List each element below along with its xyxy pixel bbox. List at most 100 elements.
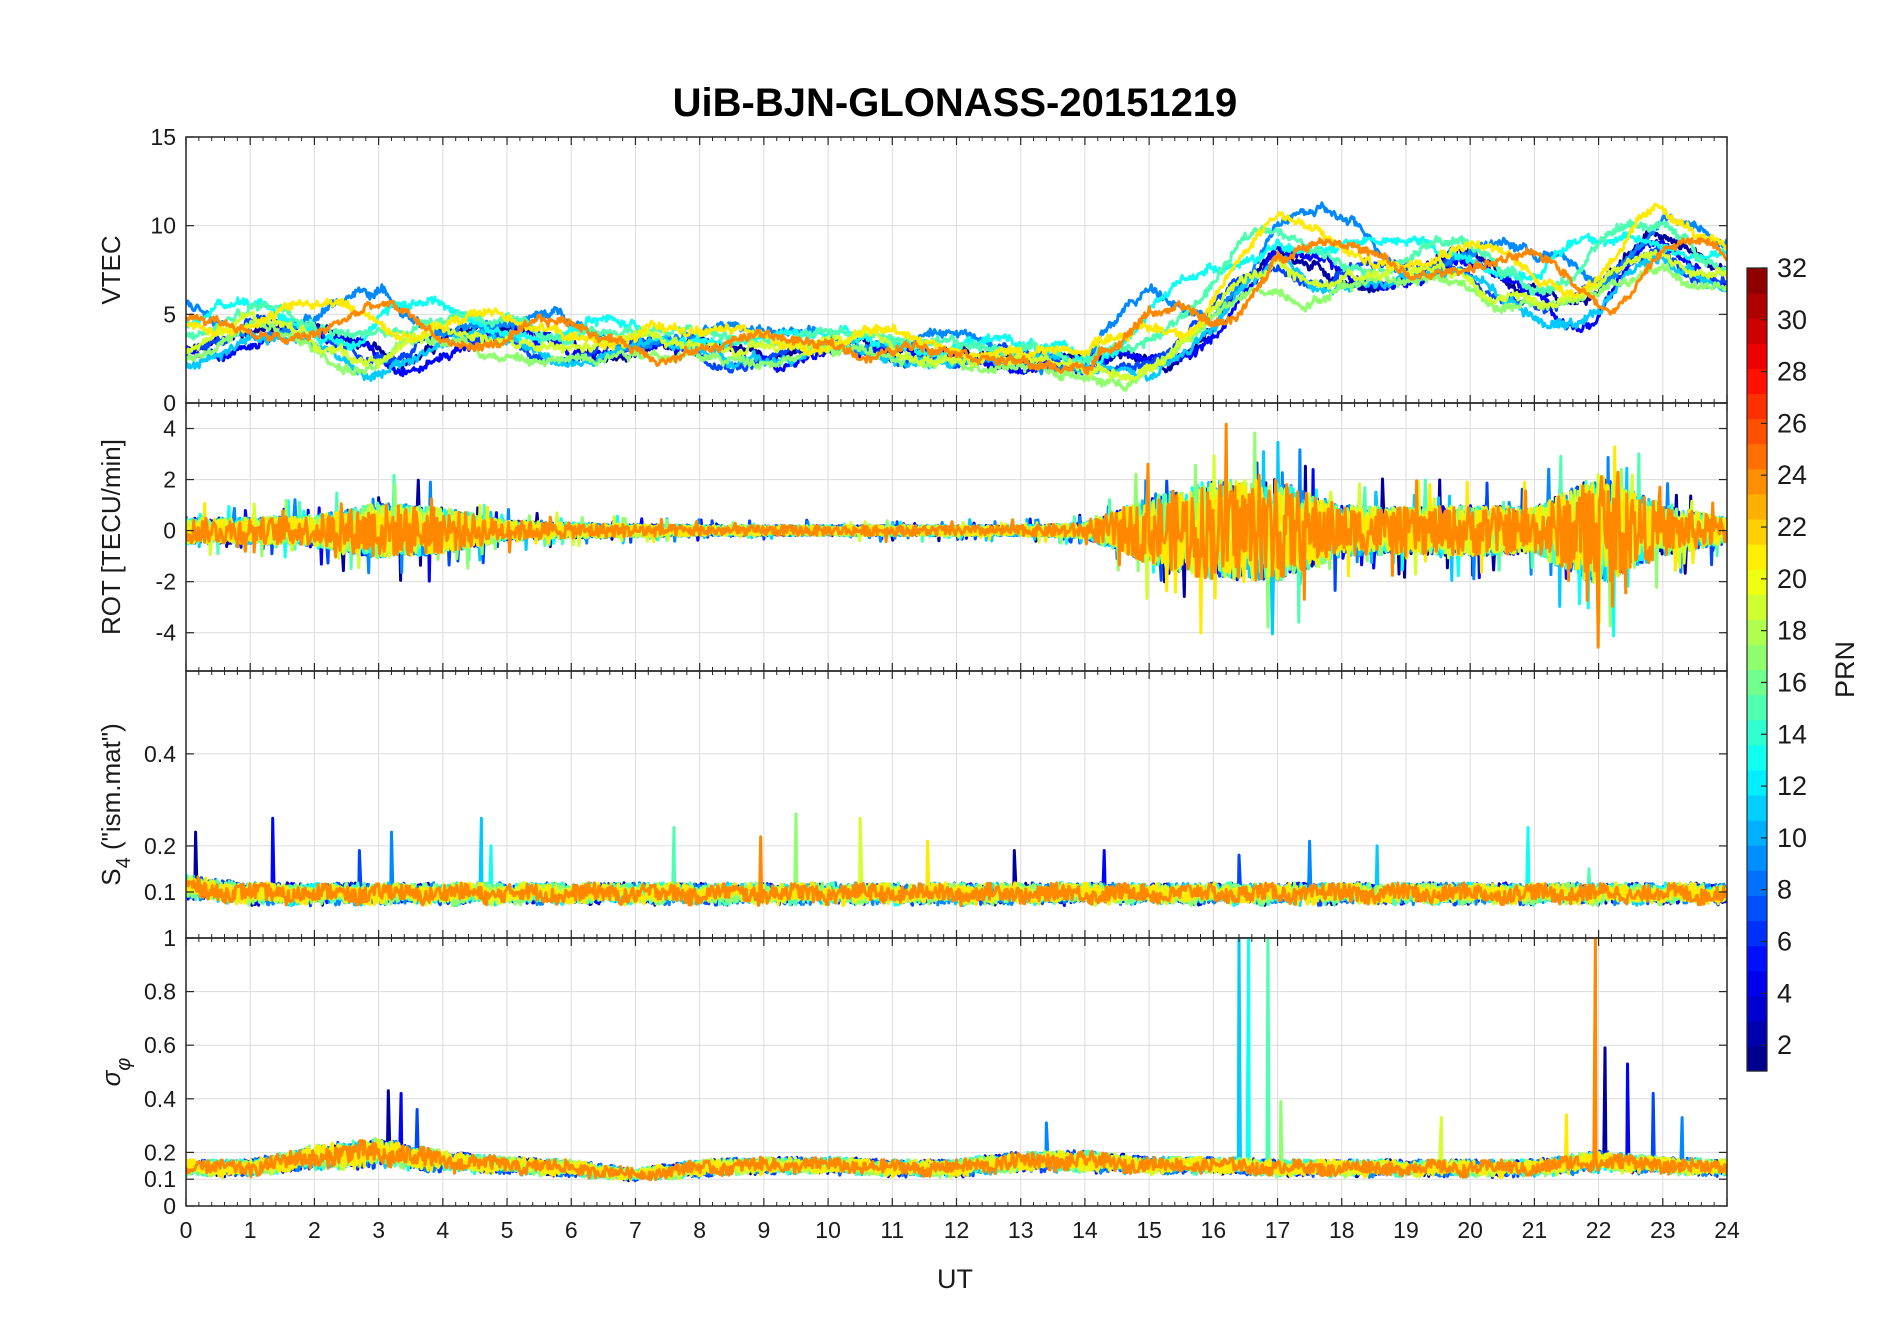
- colorbar-segment: [1747, 945, 1767, 972]
- y-tick-label: 15: [150, 124, 176, 150]
- colorbar-tick-label: 12: [1777, 771, 1807, 801]
- x-tick-label: 10: [815, 1217, 841, 1243]
- y-tick-label: -2: [156, 569, 176, 595]
- x-tick-label: 4: [436, 1217, 449, 1243]
- colorbar-tick-label: 2: [1777, 1030, 1792, 1060]
- y-axis-label-s4: S4 ("ism.mat"): [96, 723, 135, 885]
- series-sigphi-prn-24: [186, 938, 1727, 1182]
- chart-title: UiB-BJN-GLONASS-20151219: [673, 81, 1238, 125]
- colorbar-segment: [1747, 920, 1767, 947]
- y-tick-label: 2: [163, 467, 176, 493]
- y-tick-label: 0.4: [144, 741, 176, 767]
- y-tick-label: 0.1: [144, 1166, 176, 1192]
- y-tick-label: 5: [163, 301, 176, 327]
- y-axis-label-sub: 4: [113, 857, 135, 868]
- y-axis-label-rot: ROT [TECU/min]: [96, 439, 126, 635]
- colorbar-tick-label: 32: [1777, 253, 1807, 283]
- colorbar-tick-label: 24: [1777, 460, 1807, 490]
- colorbar-segment: [1747, 468, 1767, 495]
- ticks-vtec: 0 5 10 15: [150, 124, 1728, 416]
- x-tick-label: 19: [1393, 1217, 1419, 1243]
- series-group-s4: [186, 812, 1727, 908]
- x-tick-label: 18: [1329, 1217, 1355, 1243]
- x-tick-label: 12: [944, 1217, 970, 1243]
- series-rot-prn-24: [186, 422, 1727, 649]
- ticks-s4: 0.1 0.2 0.4: [144, 671, 1728, 938]
- colorbar-segment: [1747, 318, 1767, 344]
- x-tick-label: 3: [372, 1217, 385, 1243]
- colorbar-segment: [1747, 544, 1767, 570]
- x-tick-label: 9: [757, 1217, 770, 1243]
- colorbar-segment: [1747, 845, 1767, 871]
- colorbar-tick-label: 14: [1777, 719, 1807, 749]
- y-tick-label: 0: [163, 390, 176, 416]
- x-tick-label: 8: [693, 1217, 706, 1243]
- x-axis-label: UT: [937, 1264, 973, 1294]
- x-tick-label: 16: [1201, 1217, 1227, 1243]
- colorbar-segment: [1747, 769, 1767, 796]
- colorbar-tick-label: 18: [1777, 616, 1807, 646]
- x-tick-label: 13: [1008, 1217, 1034, 1243]
- colorbar-segment: [1747, 569, 1767, 595]
- y-axis-label-sigphi: σφ: [96, 1058, 135, 1087]
- ticks-sigphi: 00.10.2 0.4 0.6 0.8 1: [144, 925, 1728, 1219]
- y-tick-label: 0: [163, 518, 176, 544]
- y-tick-label: 0.2: [144, 833, 176, 859]
- x-tick-label: 11: [880, 1217, 904, 1243]
- series-vtec-prn-9: [186, 201, 1727, 376]
- colorbar-segment: [1747, 1045, 1767, 1072]
- colorbar-segment: [1747, 343, 1767, 369]
- colorbar-tick-label: 16: [1777, 667, 1807, 697]
- colorbar-segment: [1747, 870, 1767, 896]
- colorbar-segment: [1747, 820, 1767, 846]
- x-tick-label: 2: [308, 1217, 321, 1243]
- x-tick-label: 14: [1072, 1217, 1098, 1243]
- series-s4-prn-24: [186, 835, 1727, 908]
- colorbar-tick-label: 8: [1777, 875, 1792, 905]
- y-tick-label: 0.1: [144, 879, 176, 905]
- colorbar-segment: [1747, 619, 1767, 646]
- y-axis-label-vtec: VTEC: [96, 235, 126, 304]
- y-axis-label-sub: φ: [113, 1058, 135, 1071]
- colorbar-segment: [1747, 970, 1767, 997]
- colorbar-segment: [1747, 719, 1767, 746]
- colorbar-label: PRN: [1830, 641, 1860, 698]
- y-tick-label: 0.6: [144, 1032, 176, 1058]
- x-tick-label: 23: [1650, 1217, 1676, 1243]
- colorbar-segment: [1747, 393, 1767, 420]
- x-tick-label: 17: [1265, 1217, 1291, 1243]
- series-vtec-prn-21: [186, 202, 1727, 362]
- x-tick-label: 20: [1457, 1217, 1483, 1243]
- colorbar-tick-label: 4: [1777, 978, 1792, 1008]
- colorbar-segment: [1747, 493, 1767, 520]
- colorbar-segment: [1747, 794, 1767, 821]
- x-tick-label: 5: [501, 1217, 514, 1243]
- colorbar-segment: [1747, 268, 1767, 294]
- panel-s4: 0.1 0.2 0.4 S4 ("ism.mat"): [96, 670, 1728, 939]
- colorbar-tick-label: 26: [1777, 408, 1807, 438]
- colorbar-segment: [1747, 1020, 1767, 1047]
- x-tick-label: 6: [565, 1217, 578, 1243]
- ticks-rot: -4 -2 0 2 4: [156, 403, 1728, 671]
- y-tick-label: -4: [156, 620, 177, 646]
- colorbar-tick-label: 10: [1777, 823, 1807, 853]
- colorbar-tick-label: 30: [1777, 305, 1807, 335]
- x-tick-label: 22: [1586, 1217, 1612, 1243]
- x-tick-label: 1: [244, 1217, 257, 1243]
- colorbar-segment: [1747, 644, 1767, 671]
- y-tick-label: 4: [163, 416, 176, 442]
- colorbar-segment: [1747, 594, 1767, 620]
- colorbar-segment: [1747, 669, 1767, 696]
- x-tick-label: 0: [180, 1217, 193, 1243]
- colorbar-segment: [1747, 368, 1767, 395]
- y-axis-label-rest: ("ism.mat"): [96, 723, 126, 857]
- series-group-rot: [186, 422, 1727, 649]
- y-tick-label: 1: [163, 925, 176, 951]
- colorbar-tick-label: 20: [1777, 564, 1807, 594]
- x-tick-label: 15: [1136, 1217, 1162, 1243]
- y-tick-label: 0: [163, 1193, 176, 1219]
